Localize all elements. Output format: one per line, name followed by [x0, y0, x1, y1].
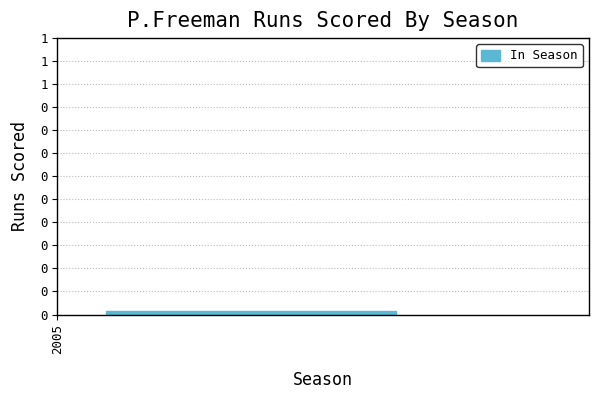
Y-axis label: Runs Scored: Runs Scored: [11, 121, 29, 231]
Legend: In Season: In Season: [476, 44, 583, 68]
Title: P.Freeman Runs Scored By Season: P.Freeman Runs Scored By Season: [127, 11, 519, 31]
X-axis label: Season: Season: [293, 371, 353, 389]
